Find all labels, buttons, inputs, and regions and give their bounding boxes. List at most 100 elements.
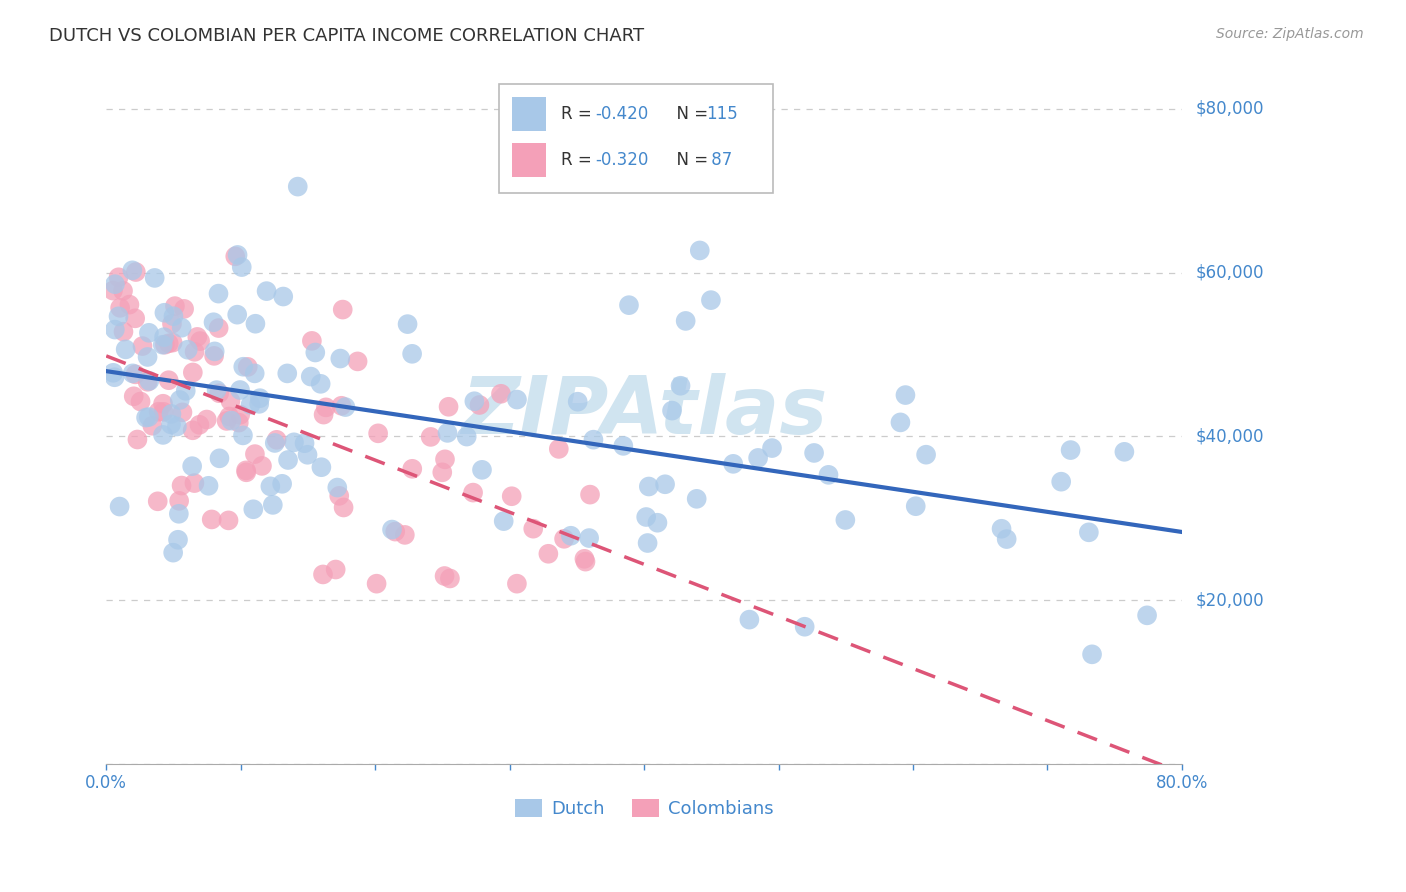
Text: -0.320: -0.320 [596, 152, 650, 169]
Point [239, 398, 262, 412]
Point [103, 370, 125, 384]
Point [506, 392, 529, 407]
Point [177, 343, 200, 357]
Point [152, 397, 174, 411]
Point [153, 330, 176, 344]
Point [346, 354, 368, 368]
Point [461, 485, 484, 500]
Point [108, 500, 131, 514]
Point [995, 532, 1018, 546]
Point [152, 428, 174, 442]
Point [366, 576, 388, 591]
Point [245, 317, 267, 331]
Point [332, 302, 354, 317]
Point [166, 419, 188, 434]
Point [256, 284, 278, 298]
Point [163, 299, 186, 313]
Point [612, 439, 634, 453]
Text: $80,000: $80,000 [1197, 100, 1264, 118]
Point [146, 494, 169, 508]
Point [394, 528, 416, 542]
Text: N =: N = [665, 105, 713, 123]
Point [661, 403, 683, 417]
Point [817, 467, 839, 482]
Text: $40,000: $40,000 [1197, 427, 1264, 445]
Point [181, 423, 204, 437]
Point [332, 500, 354, 515]
Point [104, 322, 127, 336]
Point [271, 476, 294, 491]
Point [114, 343, 136, 357]
Point [183, 344, 205, 359]
Point [181, 366, 204, 380]
Point [107, 270, 129, 285]
Point [297, 448, 319, 462]
Point [647, 516, 669, 530]
Point [183, 476, 205, 491]
Point [456, 429, 478, 443]
Point [309, 376, 332, 391]
Point [669, 378, 692, 392]
Point [157, 373, 180, 387]
Point [304, 345, 326, 359]
Point [468, 398, 491, 412]
Text: $60,000: $60,000 [1197, 263, 1264, 282]
Point [121, 263, 143, 277]
Point [396, 317, 419, 331]
Point [138, 409, 160, 424]
Point [689, 244, 711, 258]
Point [315, 401, 337, 415]
Text: -0.420: -0.420 [596, 105, 650, 123]
Text: ZIPAtlas: ZIPAtlas [461, 373, 827, 450]
Point [153, 337, 176, 351]
Point [578, 531, 600, 545]
Point [202, 349, 225, 363]
Point [436, 425, 458, 440]
Point [162, 310, 184, 324]
Point [160, 317, 183, 331]
Point [242, 502, 264, 516]
Point [127, 433, 149, 447]
Point [112, 325, 135, 339]
Point [262, 498, 284, 512]
Point [195, 412, 218, 426]
Point [173, 301, 195, 316]
Point [162, 546, 184, 560]
Text: 87: 87 [706, 152, 733, 169]
Point [803, 446, 825, 460]
Point [1081, 648, 1104, 662]
Point [537, 547, 560, 561]
Point [236, 359, 259, 374]
Point [384, 524, 406, 539]
Point [330, 399, 353, 413]
Point [181, 459, 204, 474]
Point [124, 311, 146, 326]
Point [160, 417, 183, 432]
Legend: Dutch, Colombians: Dutch, Colombians [508, 791, 780, 825]
Point [131, 339, 153, 353]
Point [232, 428, 254, 442]
Point [793, 620, 815, 634]
Point [904, 499, 927, 513]
Point [1059, 443, 1081, 458]
Point [574, 555, 596, 569]
Point [235, 465, 257, 479]
Point [143, 271, 166, 285]
Point [894, 388, 917, 402]
Point [111, 284, 134, 298]
Point [579, 488, 602, 502]
Point [326, 481, 349, 495]
Point [108, 301, 131, 315]
Point [432, 466, 454, 480]
Text: $20,000: $20,000 [1197, 591, 1264, 609]
Point [226, 308, 249, 322]
Point [381, 523, 404, 537]
Point [205, 383, 228, 397]
Point [834, 513, 856, 527]
Point [138, 374, 160, 388]
Point [747, 450, 769, 465]
Point [135, 410, 157, 425]
Point [219, 394, 242, 409]
Point [218, 409, 240, 424]
Point [121, 367, 143, 381]
